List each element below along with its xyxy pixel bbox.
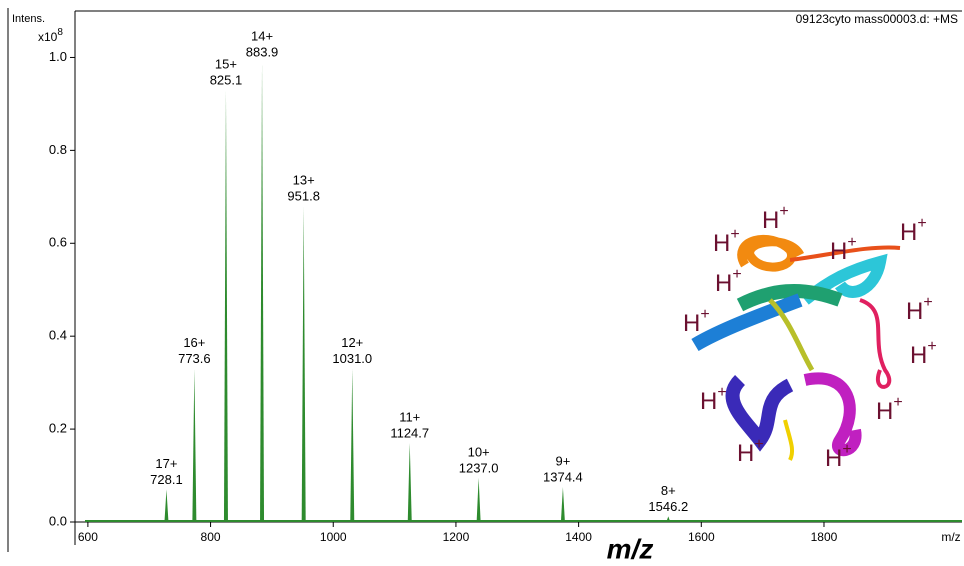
y-label: Intens.: [12, 13, 45, 25]
y-tick-label: 0.4: [49, 328, 67, 343]
peak-mz-label: 1374.4: [543, 470, 583, 485]
proton-charge: +: [732, 266, 741, 283]
proton-label: H+: [713, 226, 740, 257]
chart-title: 09123cyto mass00003.d: +MS: [796, 12, 958, 26]
proton-label: H+: [825, 441, 852, 472]
peak-mz-label: 1546.2: [648, 499, 688, 514]
proton-symbol: H: [715, 270, 732, 297]
peak-charge: 12+: [341, 335, 363, 350]
proton-symbol: H: [762, 207, 779, 234]
proton-charge: +: [847, 234, 856, 251]
proton-symbol: H: [713, 230, 730, 257]
proton-label: H+: [737, 436, 764, 467]
peak: [302, 206, 306, 522]
proton-charge: +: [927, 338, 936, 355]
ribbon: [785, 420, 792, 460]
x-tick-label: 1400: [565, 530, 592, 544]
chart: Intens. x108 09123cyto mass00003.d: +MS …: [0, 0, 964, 566]
peak: [260, 62, 264, 522]
y-tick-label: 0.0: [49, 513, 67, 528]
ribbon: [860, 300, 889, 387]
x-tick-label: 600: [78, 530, 98, 544]
x-tick-label: 1800: [811, 530, 838, 544]
peak-mz-label: 883.9: [246, 45, 279, 60]
proton-charge: +: [923, 294, 932, 311]
peak-charge: 9+: [555, 454, 570, 469]
proton-label: H+: [700, 384, 727, 415]
y-tick-label: 0.2: [49, 421, 67, 436]
x-title: m/z: [607, 533, 654, 564]
proton-symbol: H: [876, 398, 893, 425]
proton-label: H+: [715, 266, 742, 297]
peak-mz-label: 825.1: [210, 72, 243, 87]
y-scale-exponent: 8: [57, 27, 63, 38]
ribbon: [742, 239, 800, 267]
peak: [224, 90, 228, 522]
y-tick-label: 0.8: [49, 142, 67, 157]
peak: [477, 478, 481, 522]
ribbon: [805, 378, 856, 450]
proton-charge: +: [700, 306, 709, 323]
y-scale-base: x10: [38, 30, 58, 44]
peak-charge: 15+: [215, 56, 237, 71]
proton-label: H+: [906, 294, 933, 325]
proton-symbol: H: [683, 310, 700, 337]
peak-charge: 11+: [399, 409, 420, 424]
proton-label: H+: [876, 394, 903, 425]
peak: [192, 369, 196, 522]
x-unit-label: m/z: [941, 530, 960, 544]
peak-mz-label: 1031.0: [332, 351, 372, 366]
proton-label: H+: [910, 338, 937, 369]
proton-charge: +: [754, 436, 763, 453]
ribbon: [733, 380, 790, 440]
proton-charge: +: [730, 226, 739, 243]
peak-mz-label: 773.6: [178, 351, 211, 366]
peak-charge: 17+: [155, 456, 177, 471]
peak-charge: 8+: [661, 483, 676, 498]
peak-charge: 13+: [293, 173, 315, 188]
peak-mz-label: 1124.7: [390, 425, 429, 440]
peak: [408, 443, 412, 522]
peak: [350, 369, 354, 522]
proton-symbol: H: [825, 445, 842, 472]
y-tick-label: 1.0: [49, 49, 67, 64]
peak-mz-label: 728.1: [150, 472, 183, 487]
proton-label: H+: [830, 234, 857, 265]
proton-charge: +: [917, 215, 926, 232]
x-tick-label: 1600: [688, 530, 715, 544]
x-tick-label: 800: [201, 530, 221, 544]
proton-charge: +: [893, 394, 902, 411]
proton-symbol: H: [906, 298, 923, 325]
proton-symbol: H: [830, 238, 847, 265]
proton-charge: +: [842, 441, 851, 458]
x-tick-label: 1200: [443, 530, 470, 544]
y-tick-label: 0.6: [49, 235, 67, 250]
proton-symbol: H: [737, 440, 754, 467]
proton-label: H+: [900, 215, 927, 246]
peak-charge: 14+: [251, 29, 273, 44]
peak-charge: 16+: [183, 335, 205, 350]
proton-symbol: H: [700, 388, 717, 415]
proton-symbol: H: [900, 219, 917, 246]
peak: [561, 487, 565, 522]
peak-mz-label: 951.8: [287, 189, 320, 204]
proton-charge: +: [779, 203, 788, 220]
y-scale: x108: [38, 27, 63, 45]
proton-symbol: H: [910, 342, 927, 369]
peak: [164, 489, 168, 522]
peak-mz-label: 1237.0: [459, 460, 499, 475]
proton-charge: +: [717, 384, 726, 401]
proton-label: H+: [762, 203, 789, 234]
x-tick-label: 1000: [320, 530, 347, 544]
peak-charge: 10+: [468, 444, 490, 459]
